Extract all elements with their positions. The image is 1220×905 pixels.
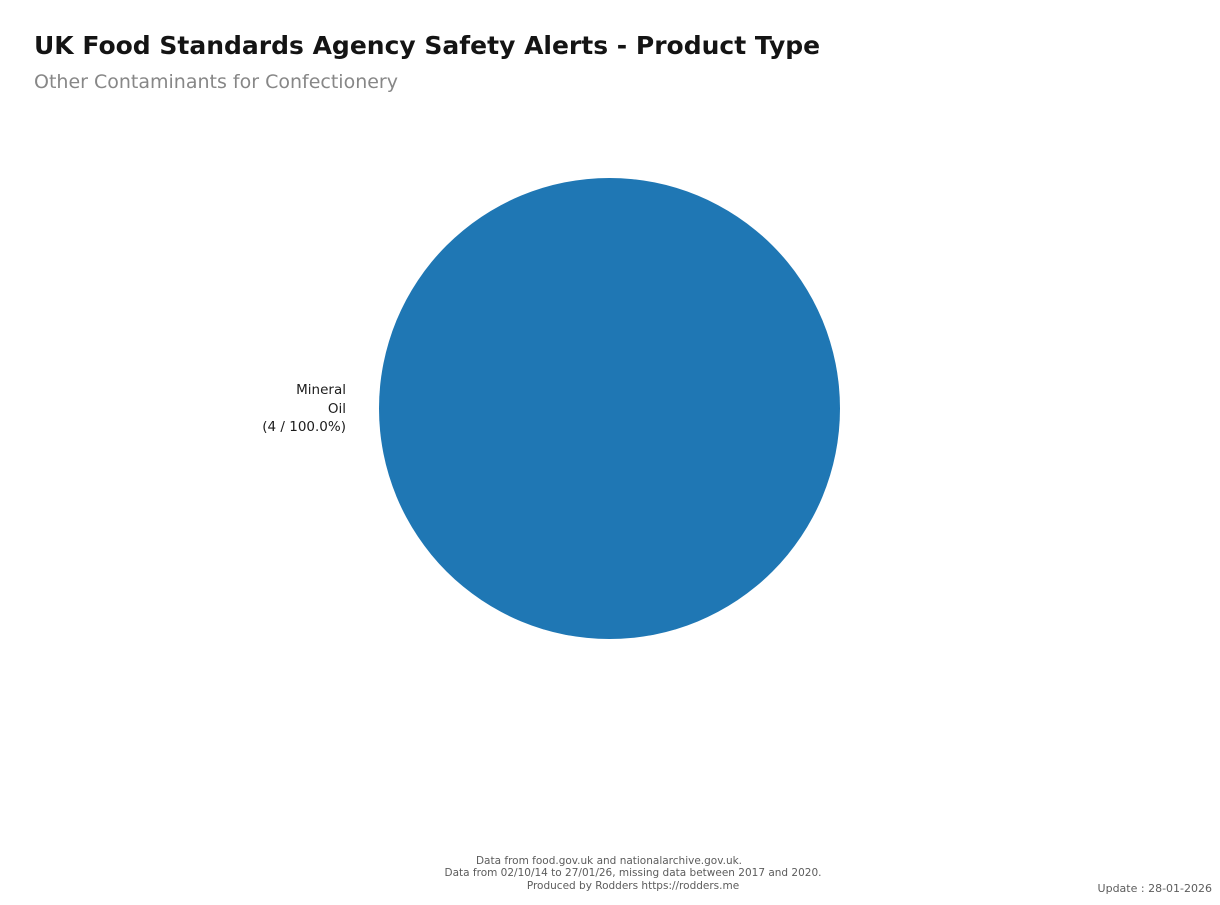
footer-source-line: Data from food.gov.uk and nationalarchiv… — [475, 855, 743, 867]
chart-title: UK Food Standards Agency Safety Alerts -… — [34, 31, 821, 60]
pie-slice-label-line-3: (4 / 100.0%) — [262, 419, 346, 435]
pie-slice-mineral-oil — [379, 178, 840, 639]
pie-slice-label-line-1: Mineral — [296, 382, 346, 398]
update-date: Update : 28-01-2026 — [1097, 882, 1212, 895]
footer-daterange-line: Data from 02/10/14 to 27/01/26, missing … — [444, 867, 822, 879]
chart-subtitle: Other Contaminants for Confectionery — [34, 71, 398, 93]
pie-slice-label-line-2: Oil — [327, 400, 346, 417]
footer-credit-line: Produced by Rodders https://rodders.me — [526, 879, 740, 892]
pie-slice-label: Mineral Oil (4 / 100.0%) — [262, 381, 346, 437]
